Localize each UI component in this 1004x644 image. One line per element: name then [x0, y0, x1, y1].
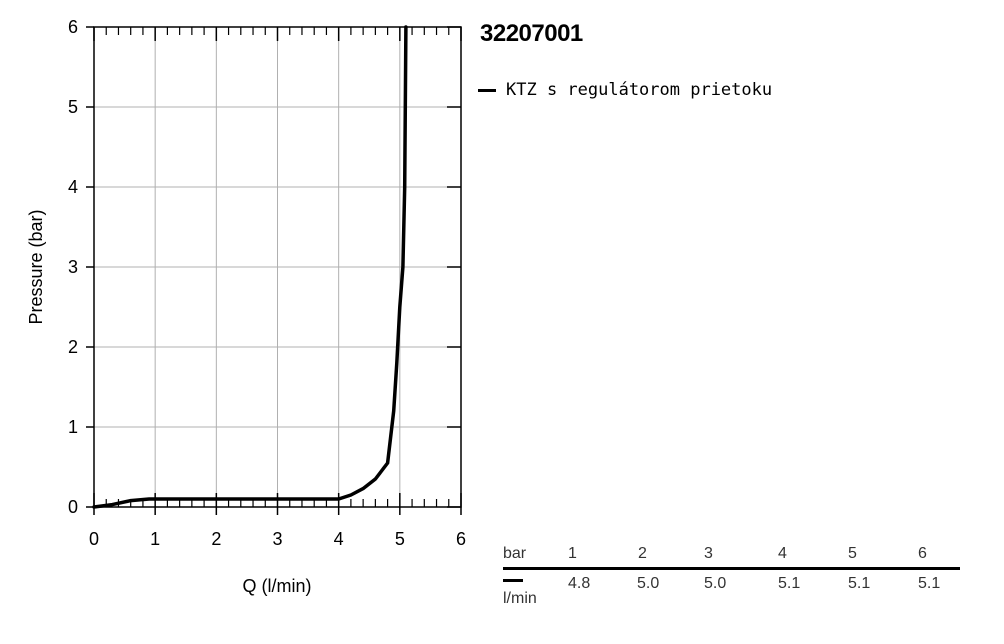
- table-data-cell: 5.0: [704, 575, 727, 592]
- x-axis-label: Q (l/min): [243, 576, 312, 596]
- table-header-cell: 4: [778, 545, 787, 562]
- table-header-unit: bar: [503, 545, 527, 562]
- flow-table: bar 1 2 3 4 5 6 l/min 4.8 5.0 5.0 5.1 5.…: [503, 545, 960, 610]
- table-row-key: [503, 570, 523, 582]
- chart-legend: KTZ s regulátorom prietoku: [478, 80, 772, 100]
- table-data-cell: 5.1: [778, 575, 801, 592]
- x-tick-labels: 0 1 2 3 4 5 6: [89, 529, 466, 549]
- table-data-cell: 5.1: [848, 575, 871, 592]
- table-header-cell: 1: [568, 545, 577, 562]
- y-tick-label: 6: [68, 17, 78, 37]
- table-header-cell: 2: [638, 545, 647, 562]
- table-header-cell: 6: [918, 545, 927, 562]
- series-line-ktz: [92, 25, 408, 509]
- table-divider: [503, 567, 960, 570]
- x-tick-label: 3: [272, 529, 282, 549]
- minor-ticks: [105, 27, 450, 507]
- legend-label: KTZ s regulátorom prietoku: [506, 80, 773, 100]
- x-tick-label: 0: [89, 529, 99, 549]
- x-tick-label: 6: [456, 529, 466, 549]
- y-axis-label: Pressure (bar): [26, 209, 46, 324]
- table-data-cell: 5.0: [637, 575, 660, 592]
- x-tick-label: 5: [395, 529, 405, 549]
- table-data-cell: 5.1: [918, 575, 941, 592]
- y-tick-labels: 0 1 2 3 4 5 6: [68, 17, 78, 517]
- y-tick-label: 1: [68, 417, 78, 437]
- table-header-row: bar 1 2 3 4 5 6: [503, 545, 960, 567]
- x-tick-label: 1: [150, 529, 160, 549]
- y-tick-label: 3: [68, 257, 78, 277]
- table-header-cell: 3: [704, 545, 713, 562]
- table-header-cell: 5: [848, 545, 857, 562]
- table-data-cell: 4.8: [568, 575, 591, 592]
- legend-swatch: [478, 88, 496, 92]
- chart-grid: [94, 27, 461, 507]
- table-row-swatch: [503, 579, 523, 582]
- chart-title: 32207001: [480, 20, 583, 47]
- y-tick-label: 5: [68, 97, 78, 117]
- y-tick-label: 4: [68, 177, 78, 197]
- table-row-unit: l/min: [503, 590, 537, 607]
- table-data-row: l/min 4.8 5.0 5.0 5.1 5.1 5.1: [503, 570, 960, 610]
- y-tick-label: 2: [68, 337, 78, 357]
- y-tick-label: 0: [68, 497, 78, 517]
- plot-frame: [93, 26, 462, 508]
- x-tick-label: 4: [334, 529, 344, 549]
- x-tick-label: 2: [211, 529, 221, 549]
